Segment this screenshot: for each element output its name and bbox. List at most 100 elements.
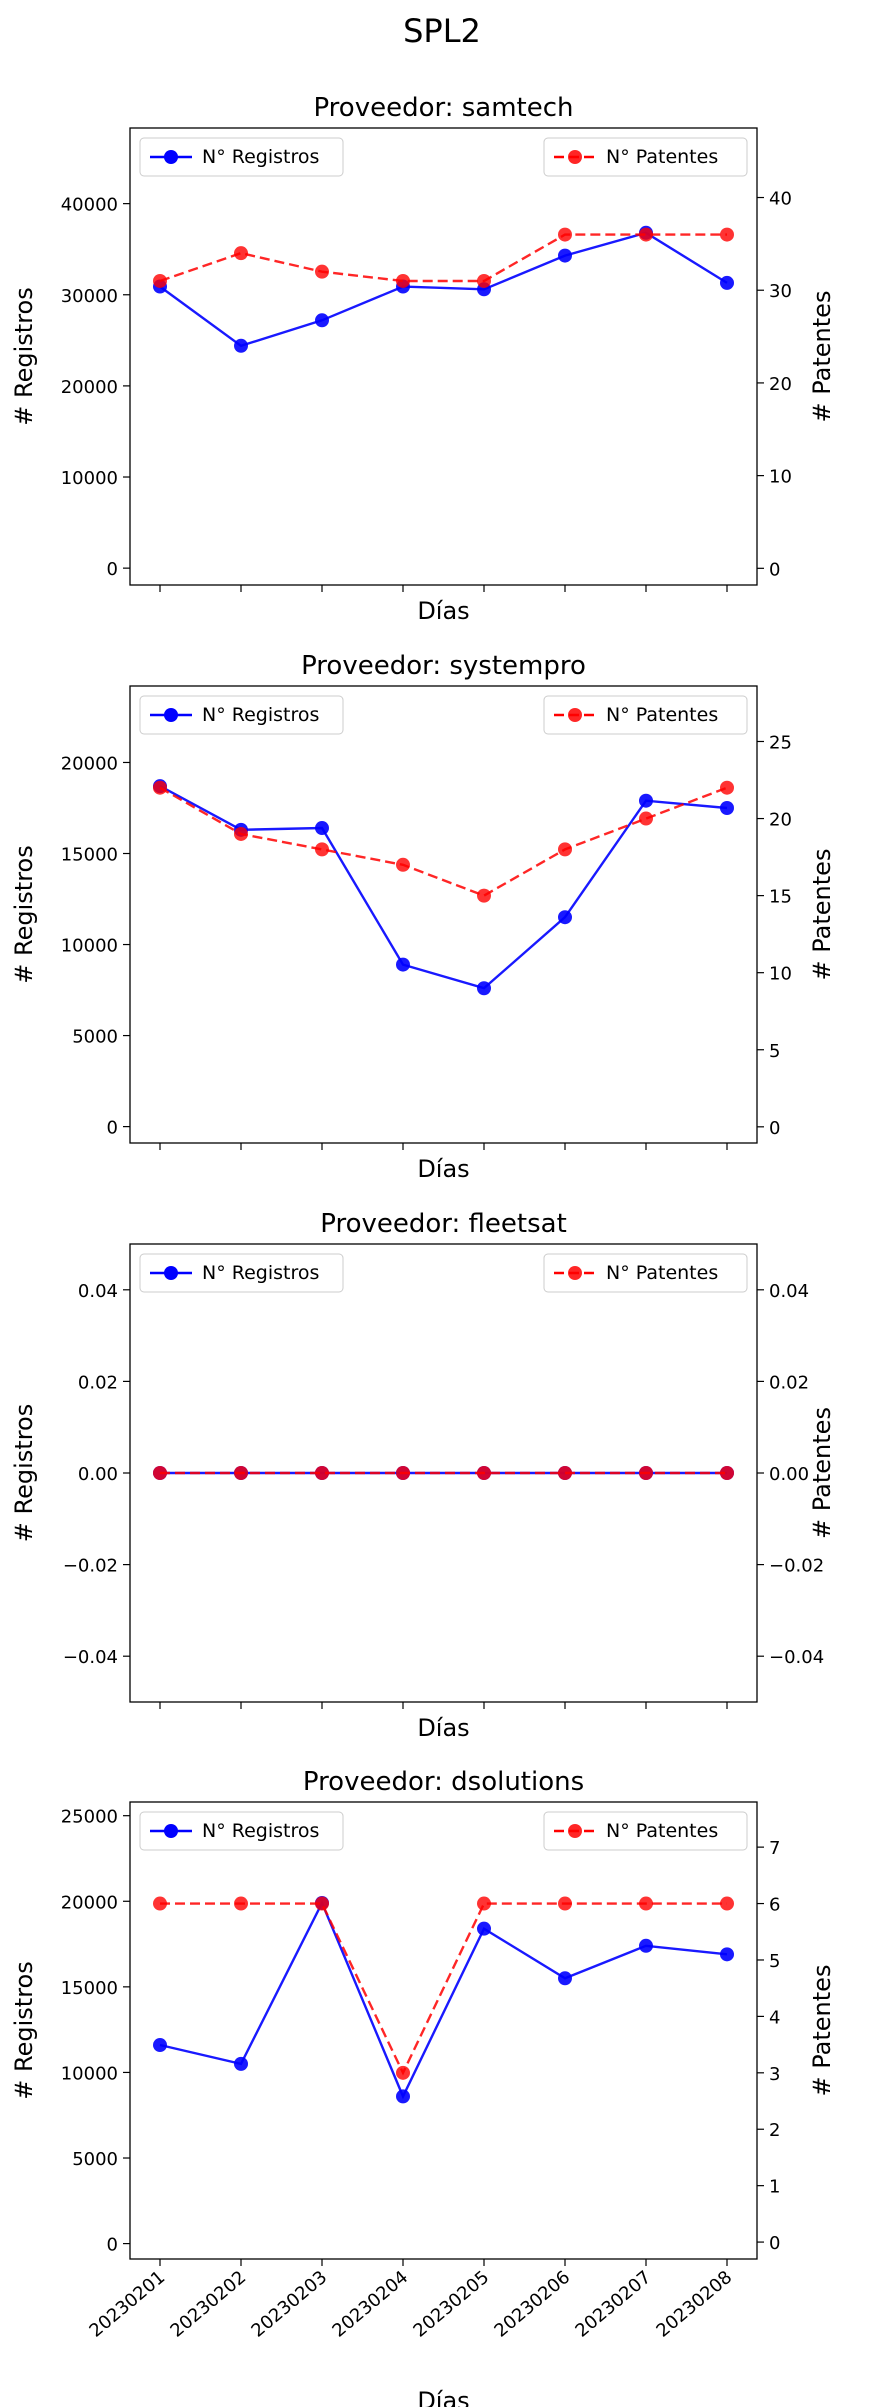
patentes-data-point: [315, 1466, 329, 1480]
legend-box: [139, 695, 344, 735]
registros-data-point: [558, 1971, 572, 1986]
y-left-tick-label: 0.00: [78, 1464, 118, 1485]
y-right-tick-label: 40: [769, 189, 792, 210]
registros-data-point: [234, 338, 248, 353]
patentes-data-point: [639, 811, 653, 826]
registros-data-point: [396, 957, 410, 972]
y-right-tick-label: −0.02: [769, 1556, 824, 1577]
registros-data-point: [315, 821, 329, 836]
x-axis-label: Días: [417, 597, 469, 625]
patentes-data-point: [396, 1466, 410, 1480]
y-right-axis-label: # Patentes: [808, 1965, 836, 2097]
registros-data-point: [558, 248, 572, 263]
y-right-tick-label: 10: [769, 467, 792, 488]
x-axis-label: Días: [417, 1155, 469, 1183]
patentes-data-point: [720, 227, 734, 242]
legend-label-registros: N° Registros: [202, 1262, 319, 1284]
patentes-data-point: [396, 2065, 410, 2080]
legend-box: [543, 137, 748, 177]
legend-patentes: N° Patentes: [543, 1811, 748, 1851]
y-left-tick-label: 30000: [61, 286, 118, 307]
x-axis-label: Días: [417, 2387, 469, 2407]
patentes-data-point: [234, 246, 248, 261]
figure-title: SPL2: [403, 12, 481, 50]
y-right-tick-label: 25: [769, 732, 792, 753]
patentes-data-point: [558, 842, 572, 857]
y-right-tick-label: 6: [769, 1895, 780, 1916]
y-left-tick-label: 0: [107, 1118, 118, 1139]
legend-marker-patentes: [568, 708, 582, 722]
registros-data-point: [720, 800, 734, 815]
legend-box: [139, 1253, 344, 1293]
y-left-axis-label: # Registros: [10, 287, 38, 425]
y-left-tick-label: −0.04: [63, 1647, 118, 1668]
chart-panel-2: Proveedor: systempro 0 5000 10000 15000 20000…: [10, 651, 836, 1183]
patentes-data-point: [558, 1896, 572, 1911]
y-right-tick-label: 3: [769, 2064, 780, 2085]
legend-label-registros: N° Registros: [202, 704, 319, 726]
plot-frame: [129, 127, 758, 586]
legend-box: [543, 1253, 748, 1293]
patentes-series-line: [160, 1902, 727, 2076]
y-right-axis-label: # Patentes: [808, 291, 836, 423]
legend-marker-registros: [164, 708, 178, 722]
y-right-tick-label: 1: [769, 2177, 780, 2198]
y-left-tick-label: 5000: [72, 2149, 118, 2170]
y-left-tick-label: −0.02: [63, 1556, 118, 1577]
patentes-data-point: [477, 888, 491, 903]
y-left-tick-label: 0.02: [78, 1372, 118, 1393]
patentes-data-point: [396, 273, 410, 288]
registros-data-point: [558, 910, 572, 925]
y-right-axis-label: # Patentes: [808, 849, 836, 981]
registros-series-line: [159, 231, 728, 348]
y-left-tick-label: 0: [107, 2235, 118, 2256]
y-left-tick-label: 0: [107, 559, 118, 580]
y-right-tick-label: 30: [769, 281, 792, 302]
patentes-data-point: [234, 1896, 248, 1911]
registros-data-point: [477, 981, 491, 996]
y-left-tick-label: 5000: [72, 1027, 118, 1048]
x-axis-label: Días: [417, 1714, 469, 1742]
legend-box: [543, 695, 748, 735]
y-right-tick-label: 0: [769, 2233, 780, 2254]
y-left-tick-label: 25000: [61, 1807, 118, 1828]
patentes-data-point: [234, 826, 248, 841]
patentes-data-point: [558, 1466, 572, 1480]
legend-marker-patentes: [568, 150, 582, 164]
patentes-data-point: [315, 1896, 329, 1911]
y-left-tick-label: 20000: [61, 753, 118, 774]
registros-data-point: [315, 313, 329, 328]
y-left-tick-label: 15000: [61, 845, 118, 866]
y-right-tick-label: 4: [769, 2007, 780, 2028]
y-left-tick-label: 20000: [61, 377, 118, 398]
legend-patentes: N° Patentes: [543, 695, 748, 735]
y-left-tick-label: 15000: [61, 1978, 118, 1999]
y-right-tick-label: 5: [769, 1951, 780, 1972]
legend-box: [139, 1811, 344, 1851]
registros-series-line: [159, 1900, 728, 2100]
y-right-tick-label: 0.02: [769, 1372, 809, 1393]
legend-label-patentes: N° Patentes: [606, 704, 718, 726]
patentes-data-point: [477, 273, 491, 288]
y-left-tick-label: 20000: [61, 1892, 118, 1913]
legend-box: [543, 1811, 748, 1851]
registros-data-point: [477, 1921, 491, 1936]
y-right-tick-label: 15: [769, 887, 792, 908]
y-right-tick-label: 20: [769, 810, 792, 831]
registros-data-point: [720, 1947, 734, 1962]
legend-patentes: N° Patentes: [543, 1253, 748, 1293]
patentes-data-point: [153, 1466, 167, 1480]
legend-registros: N° Registros: [139, 137, 344, 177]
subplot-title: Proveedor: systempro: [301, 651, 586, 681]
legend-marker-registros: [164, 150, 178, 164]
y-left-axis-label: # Registros: [10, 1961, 38, 2099]
patentes-series-line: [159, 786, 728, 897]
legend-box: [139, 137, 344, 177]
patentes-data-point: [477, 1466, 491, 1480]
legend-marker-registros: [164, 1824, 178, 1838]
legend-marker-registros: [164, 1266, 178, 1280]
registros-data-point: [639, 793, 653, 808]
legend-marker-patentes: [568, 1824, 582, 1838]
patentes-series-line: [159, 233, 727, 283]
